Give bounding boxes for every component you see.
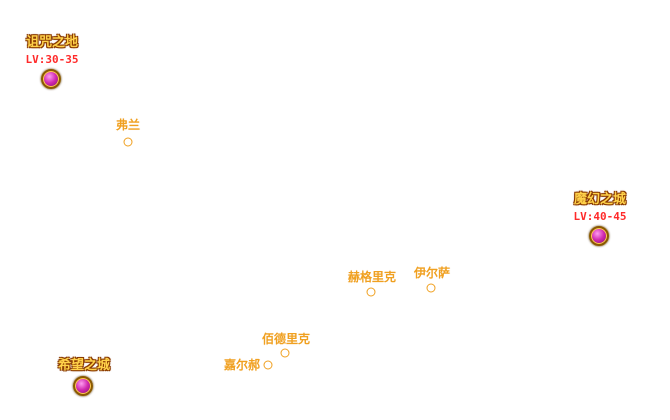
city-marker-curse-land-icon[interactable] — [41, 69, 61, 89]
city-name-illusion-city: 魔幻之城 — [573, 192, 627, 207]
city-level-curse-land: LV:30-35 — [25, 53, 79, 66]
city-marker-illusion-city-icon[interactable] — [589, 226, 609, 246]
town-marker-fulan-icon[interactable] — [123, 137, 133, 147]
town-name-helalike: 赫格里克 — [347, 270, 397, 284]
town-name-baidelike: 佰德里克 — [261, 332, 311, 346]
town-name-fulan: 弗兰 — [115, 118, 141, 132]
town-marker-jiaerhe-icon[interactable] — [263, 360, 273, 370]
town-marker-yiersa-icon[interactable] — [426, 283, 436, 293]
city-name-hope-city: 希望之城 — [57, 358, 111, 373]
town-marker-baidelike-icon[interactable] — [280, 348, 290, 358]
town-name-yiersa: 伊尔萨 — [413, 266, 451, 280]
city-level-illusion-city: LV:40-45 — [573, 210, 627, 223]
city-marker-hope-city-icon[interactable] — [73, 376, 93, 396]
city-name-curse-land: 诅咒之地 — [25, 35, 79, 50]
town-marker-helalike-icon[interactable] — [366, 287, 376, 297]
town-name-jiaerhe: 嘉尔郝 — [223, 358, 261, 372]
